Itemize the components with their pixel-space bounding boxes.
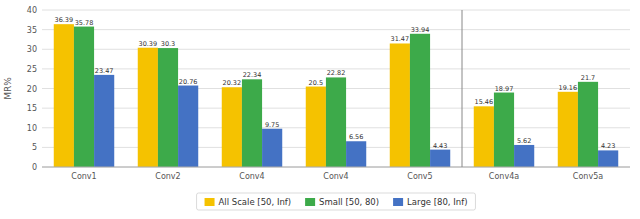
y-tick-label: 0: [32, 163, 37, 172]
data-label: 20.5: [309, 79, 323, 87]
grid-line: [42, 167, 630, 168]
x-tick-label: Conv1: [71, 172, 96, 181]
bar: [242, 79, 262, 167]
bar: [138, 48, 158, 167]
data-label: 9.75: [265, 121, 279, 129]
y-tick-label: 25: [27, 65, 37, 74]
data-label: 30.39: [139, 40, 158, 48]
data-label: 5.62: [517, 137, 531, 145]
legend-item: All Scale [50, Inf): [205, 197, 292, 207]
legend: All Scale [50, Inf) Small [50, 80) Large […: [197, 193, 476, 210]
bar: [94, 75, 114, 167]
grid: [42, 10, 630, 167]
bar: [74, 27, 94, 167]
x-tick-label: Conv4a: [489, 172, 519, 181]
legend-label: Large [80, Inf): [407, 197, 467, 207]
y-tick-label: 40: [27, 6, 37, 15]
legend-frame: [197, 193, 476, 210]
legend-swatch: [205, 198, 215, 206]
chart-root: 0 5 10 15 20 25 30 35 40 MR% 36.39 30.39 20.32 20.5 31…: [0, 0, 640, 219]
group-divider: [462, 10, 463, 167]
data-label: 4.23: [601, 142, 615, 150]
bars: [54, 24, 618, 167]
legend-item: Large [80, Inf): [393, 197, 467, 207]
bar: [158, 48, 178, 167]
bar: [430, 150, 450, 167]
legend-item: Small [50, 80): [305, 197, 379, 207]
bar: [390, 43, 410, 167]
y-tick-label: 35: [27, 26, 37, 35]
data-label: 35.78: [75, 19, 94, 27]
data-label: 4.43: [433, 142, 447, 150]
data-label: 21.7: [581, 74, 595, 82]
data-label: 30.3: [161, 40, 175, 48]
data-label: 15.46: [475, 98, 494, 106]
bar: [346, 141, 366, 167]
bar: [558, 92, 578, 167]
y-axis-label: MR%: [3, 77, 13, 100]
x-tick-label: Conv4: [239, 172, 264, 181]
chart-svg: 0 5 10 15 20 25 30 35 40 MR% 36.39 30.39 20.32 20.5 31…: [0, 0, 640, 219]
data-label: 31.47: [391, 35, 410, 43]
x-axis-line: [42, 167, 630, 168]
data-label: 22.82: [327, 69, 346, 77]
bar: [494, 93, 514, 167]
legend-swatch: [393, 198, 403, 206]
bar: [326, 77, 346, 167]
data-label: 20.32: [223, 79, 242, 87]
data-label: 18.97: [495, 85, 514, 93]
bar: [306, 87, 326, 167]
x-tick-label: Conv4: [323, 172, 348, 181]
legend-label: All Scale [50, Inf): [219, 197, 292, 207]
bar: [410, 34, 430, 167]
data-label: 23.47: [95, 67, 114, 75]
legend-swatch: [305, 198, 315, 206]
bar: [514, 145, 534, 167]
grid-line: [42, 49, 630, 50]
legend-label: Small [50, 80): [319, 197, 379, 207]
data-label: 33.94: [411, 26, 430, 34]
data-label: 20.76: [179, 78, 198, 86]
bar: [474, 106, 494, 167]
bar: [222, 87, 242, 167]
data-label: 6.56: [349, 133, 363, 141]
x-tick-label: Conv2: [155, 172, 180, 181]
y-tick-label: 30: [27, 45, 37, 54]
data-label: 22.34: [243, 71, 262, 79]
y-tick-label: 10: [27, 124, 37, 133]
data-labels: 36.39 30.39 20.32 20.5 31.47 15.46 19.16 35.78 3…: [55, 16, 616, 150]
bar: [54, 24, 74, 167]
y-tick-label: 15: [27, 104, 37, 113]
bar: [598, 150, 618, 167]
bar: [262, 129, 282, 167]
data-label: 19.16: [559, 84, 578, 92]
data-label: 36.39: [55, 16, 74, 24]
grid-line: [42, 10, 630, 11]
y-tick-label: 20: [27, 85, 37, 94]
bar: [178, 86, 198, 167]
bar: [578, 82, 598, 167]
grid-line: [42, 29, 630, 30]
x-tick-label: Conv5: [407, 172, 432, 181]
x-tick-label: Conv5a: [573, 172, 603, 181]
y-tick-label: 5: [32, 143, 37, 152]
